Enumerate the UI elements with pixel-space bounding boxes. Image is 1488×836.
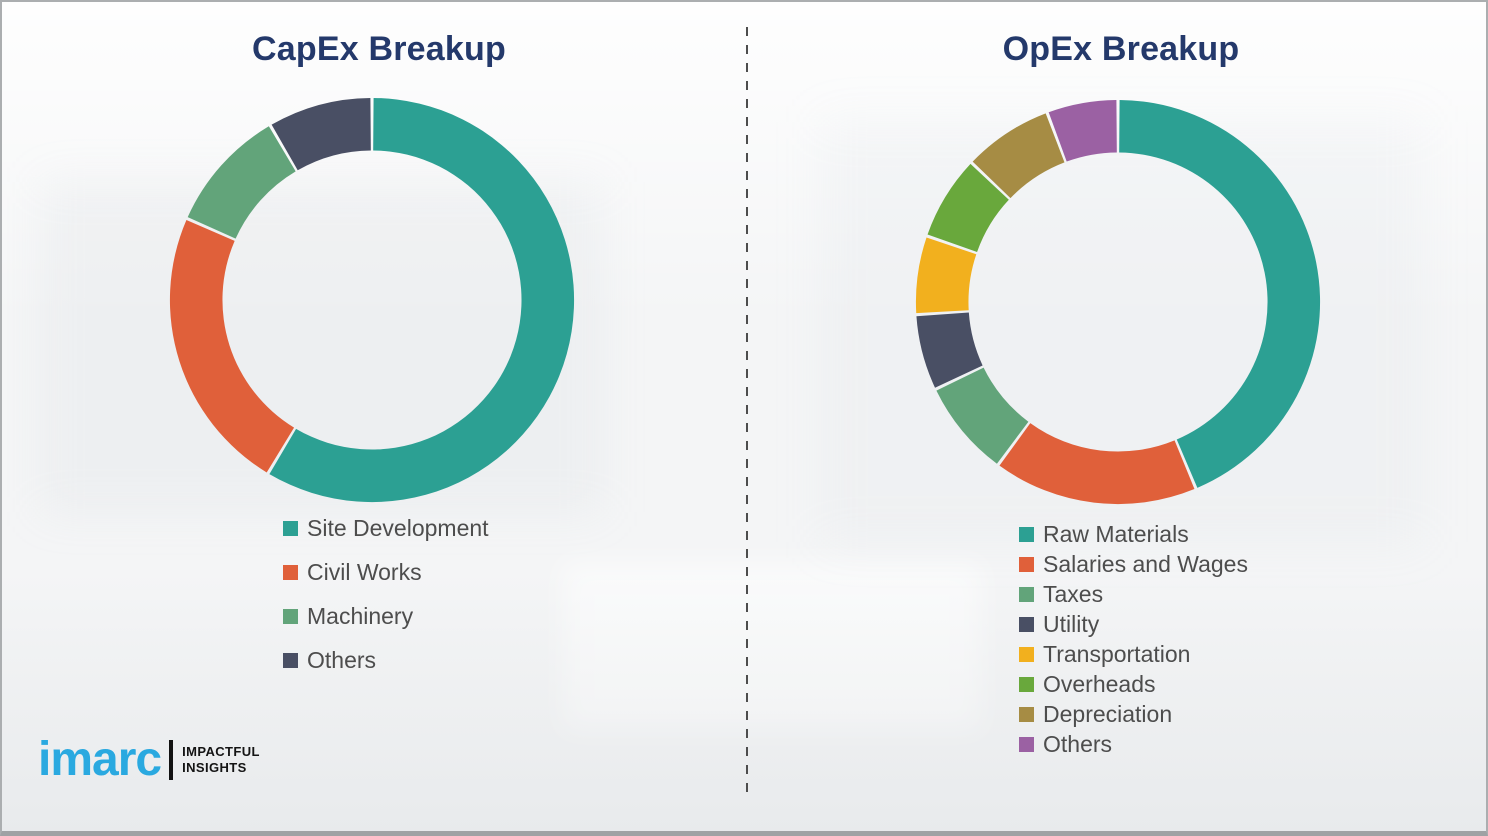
legend-swatch (283, 564, 298, 580)
legend-item: Transportation (1019, 639, 1248, 669)
legend-swatch (1019, 676, 1034, 692)
logo-brand-text: imarc (38, 733, 162, 786)
legend-label: Machinery (307, 603, 414, 629)
legend-label: Depreciation (1043, 701, 1173, 727)
legend-swatch (1019, 526, 1034, 542)
legend-label: Utility (1043, 611, 1100, 637)
legend-item: Machinery (283, 604, 489, 628)
donut-segment-taxes (936, 367, 1029, 464)
logo-tagline: IMPACTFUL INSIGHTS (182, 744, 260, 775)
legend-label: Others (307, 647, 377, 673)
legend-item: Site Development (283, 516, 489, 540)
dashed-divider-line (746, 27, 748, 792)
donut-segment-salaries-and-wages (999, 423, 1195, 505)
legend-swatch (1019, 616, 1034, 632)
donut-segment-depreciation (972, 113, 1065, 199)
legend-swatch (1019, 706, 1034, 722)
legend-swatch (283, 520, 298, 536)
legend-swatch (1019, 556, 1034, 572)
legend-label: Civil Works (307, 559, 422, 585)
legend-label: Transportation (1043, 641, 1191, 667)
background-texture (2, 571, 1486, 831)
donut-segment-others (1048, 99, 1117, 162)
donut-segment-transportation (915, 237, 977, 314)
legend-item: Others (1019, 729, 1248, 759)
legend-item: Overheads (1019, 669, 1248, 699)
legend-swatch (1019, 586, 1034, 602)
legend-swatch (283, 652, 298, 668)
legend-item: Taxes (1019, 579, 1248, 609)
legend-item: Raw Materials (1019, 519, 1248, 549)
legend-item: Salaries and Wages (1019, 549, 1248, 579)
capex-legend: Site Development Civil Works Machinery O… (283, 516, 489, 692)
logo-separator-bar (169, 740, 174, 780)
legend-label: Salaries and Wages (1043, 551, 1248, 577)
legend-label: Overheads (1043, 671, 1156, 697)
imarc-logo: imarc IMPACTFUL INSIGHTS (38, 736, 260, 784)
donut-segment-machinery (187, 126, 296, 239)
opex-donut-chart (911, 95, 1325, 509)
donut-segment-civil-works (169, 220, 295, 473)
capex-donut-chart (165, 93, 579, 507)
donut-segment-raw-materials (1119, 99, 1321, 488)
logo-tagline-line2: INSIGHTS (182, 760, 247, 775)
legend-item: Civil Works (283, 560, 489, 584)
donut-segment-others (271, 97, 371, 171)
opex-legend: Raw Materials Salaries and Wages Taxes U… (1019, 519, 1248, 759)
legend-label: Raw Materials (1043, 521, 1189, 547)
legend-label: Others (1043, 731, 1113, 757)
legend-swatch (1019, 736, 1034, 752)
background-texture (562, 562, 982, 732)
legend-swatch (1019, 646, 1034, 662)
donut-segment-site-development (269, 97, 575, 503)
legend-swatch (283, 608, 298, 624)
legend-label: Taxes (1043, 581, 1104, 607)
legend-label: Site Development (307, 515, 489, 541)
donut-segment-overheads (927, 163, 1009, 253)
legend-item: Depreciation (1019, 699, 1248, 729)
legend-item: Utility (1019, 609, 1248, 639)
logo-tagline-line1: IMPACTFUL (182, 744, 260, 760)
opex-chart-title: OpEx Breakup (1002, 30, 1240, 68)
capex-chart-title: CapEx Breakup (252, 30, 506, 68)
legend-item: Others (283, 648, 489, 672)
donut-segment-utility (916, 312, 983, 388)
